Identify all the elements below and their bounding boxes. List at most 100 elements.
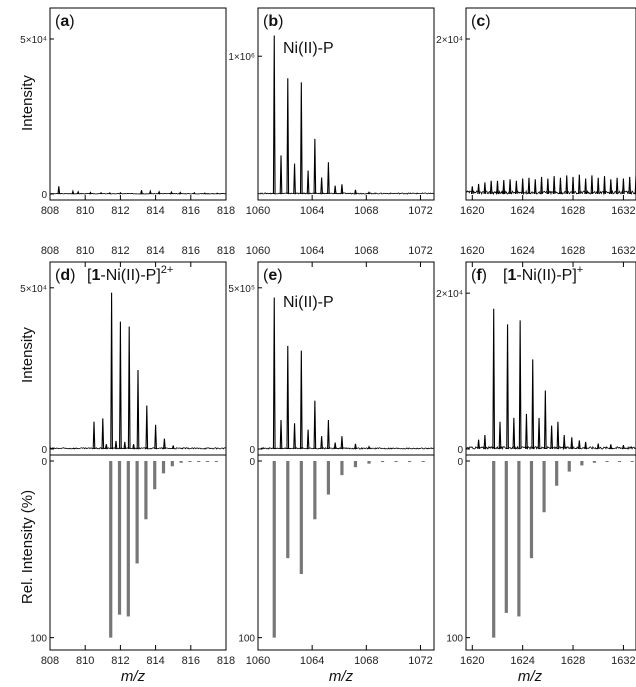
- spectrum-peak: [590, 175, 594, 195]
- spectrum-peak: [279, 155, 283, 195]
- species-annotation: [1-Ni(II)-P]+: [503, 264, 583, 284]
- spectrum-peak: [596, 177, 600, 195]
- spectrum-peak: [136, 370, 140, 450]
- spectrum-peak: [492, 308, 496, 450]
- x-tick-label: 1060: [246, 205, 270, 217]
- x-tick-label: 818: [217, 245, 235, 257]
- x-tick-label: 1624: [510, 655, 534, 667]
- x-tick-label: 816: [182, 245, 200, 257]
- isotope-bar: [380, 461, 385, 463]
- isotope-bar: [286, 461, 290, 559]
- panel-2-frame: [465, 7, 636, 201]
- x-tick-label: 814: [146, 655, 164, 667]
- x-tick-label: 1072: [408, 205, 432, 217]
- spectrum-peak: [483, 182, 487, 195]
- isotope-bar: [517, 461, 521, 617]
- isotope-bar: [135, 461, 139, 564]
- spectrum-peak: [279, 419, 283, 450]
- panel-7: 0 100 1060 1064 1068 1072: [238, 454, 435, 667]
- spectrum-peak: [571, 176, 575, 195]
- spectrum-peak: [104, 444, 108, 450]
- x-tick-label: 1628: [561, 205, 585, 217]
- panel-1: 1×10⁶ 1060 1064 1068 1072 (b)Ni(II)-P: [228, 7, 435, 217]
- panel-2: 2×10⁴ 1620 1624 1628 1632 (c): [436, 7, 636, 217]
- y-tick-label: 100: [446, 634, 463, 645]
- spectrum-peak: [559, 177, 562, 195]
- spectrum-peak: [506, 324, 509, 450]
- isotope-bar: [161, 461, 166, 474]
- spectrum-peak: [154, 424, 157, 450]
- x-tick-label: 1620: [460, 655, 484, 667]
- y-tick-label: 0: [41, 190, 47, 201]
- isotope-bar: [394, 461, 398, 462]
- panel-0-frame: [49, 7, 227, 201]
- panel-4-frame: [257, 261, 435, 456]
- spectrum-peak: [577, 174, 581, 195]
- spectrum-peak: [327, 162, 330, 195]
- spectrum-peak: [171, 445, 175, 450]
- spectrum-peak: [634, 175, 636, 195]
- y-tick-label: 0: [41, 457, 47, 468]
- y-tick-label: 5×10⁴: [20, 35, 47, 46]
- spectrum-peak: [502, 180, 506, 195]
- isotope-bar: [179, 461, 183, 463]
- spectrum-peak: [512, 417, 516, 450]
- spectrum-baseline: [257, 192, 435, 195]
- spectrum-peak: [76, 190, 80, 195]
- spectrum-peak: [286, 78, 290, 195]
- x-tick-label: 810: [76, 655, 94, 667]
- x-tick-label: 1624: [510, 245, 534, 257]
- spectrum-peak: [340, 436, 344, 450]
- spectrum-peak: [293, 423, 296, 450]
- spectrum-peak: [333, 442, 337, 450]
- spectrum-peak: [354, 189, 357, 195]
- y-tick-label: 0: [457, 457, 463, 468]
- spectrum-peak: [552, 176, 556, 195]
- spectrum-peak: [306, 170, 310, 195]
- x-tick-label: 1072: [408, 655, 432, 667]
- spectrum-peak: [622, 444, 625, 450]
- panel-label: (c): [471, 13, 491, 30]
- spectrum-peak: [609, 444, 613, 450]
- spectrum-peak: [216, 192, 219, 195]
- spectrum-peak: [108, 191, 112, 195]
- x-tick-label: 1624: [510, 205, 534, 217]
- isotope-bar: [605, 461, 609, 462]
- spectrum-peak: [306, 429, 310, 450]
- isotope-bar: [340, 461, 344, 476]
- isotope-bar: [299, 461, 303, 575]
- x-tick-label: 814: [146, 205, 164, 217]
- spectrum-peak: [483, 434, 487, 450]
- x-tick-label: 816: [182, 205, 200, 217]
- spectrum-peak: [313, 138, 317, 195]
- spectrum-peak: [333, 185, 337, 195]
- isotope-bar: [367, 461, 371, 464]
- spectrum-peak: [299, 350, 303, 450]
- spectrum-peak: [110, 292, 113, 450]
- spectrum-peak: [521, 178, 525, 195]
- isotope-bar: [630, 461, 634, 462]
- spectrum-peak: [57, 186, 61, 195]
- isotope-bar: [353, 461, 358, 468]
- spectrum-peak: [525, 413, 528, 450]
- panel-5-frame: [465, 261, 636, 456]
- spectrum-peak: [299, 82, 303, 195]
- panel-1-frame: [257, 7, 435, 201]
- x-tick-label: 1064: [300, 205, 324, 217]
- spectrum-peak: [527, 177, 531, 195]
- y-tick-label: 1×10⁶: [228, 52, 255, 63]
- panel-label: (b): [263, 13, 283, 30]
- spectrum-baseline: [49, 446, 227, 450]
- isotope-bar: [153, 461, 157, 490]
- y-tick-label: 0: [41, 445, 47, 456]
- spectrum-peak: [119, 321, 122, 450]
- isotope-bar: [197, 461, 201, 462]
- spectrum-peak: [286, 345, 290, 450]
- x-axis-label-0: m/z: [121, 668, 146, 685]
- x-tick-label: 1064: [300, 245, 324, 257]
- isotope-bar: [170, 461, 174, 467]
- spectrum-peak: [193, 191, 196, 195]
- spectrum-peak: [148, 189, 152, 195]
- spectrum-peak: [320, 177, 323, 195]
- x-tick-label: 1068: [354, 655, 378, 667]
